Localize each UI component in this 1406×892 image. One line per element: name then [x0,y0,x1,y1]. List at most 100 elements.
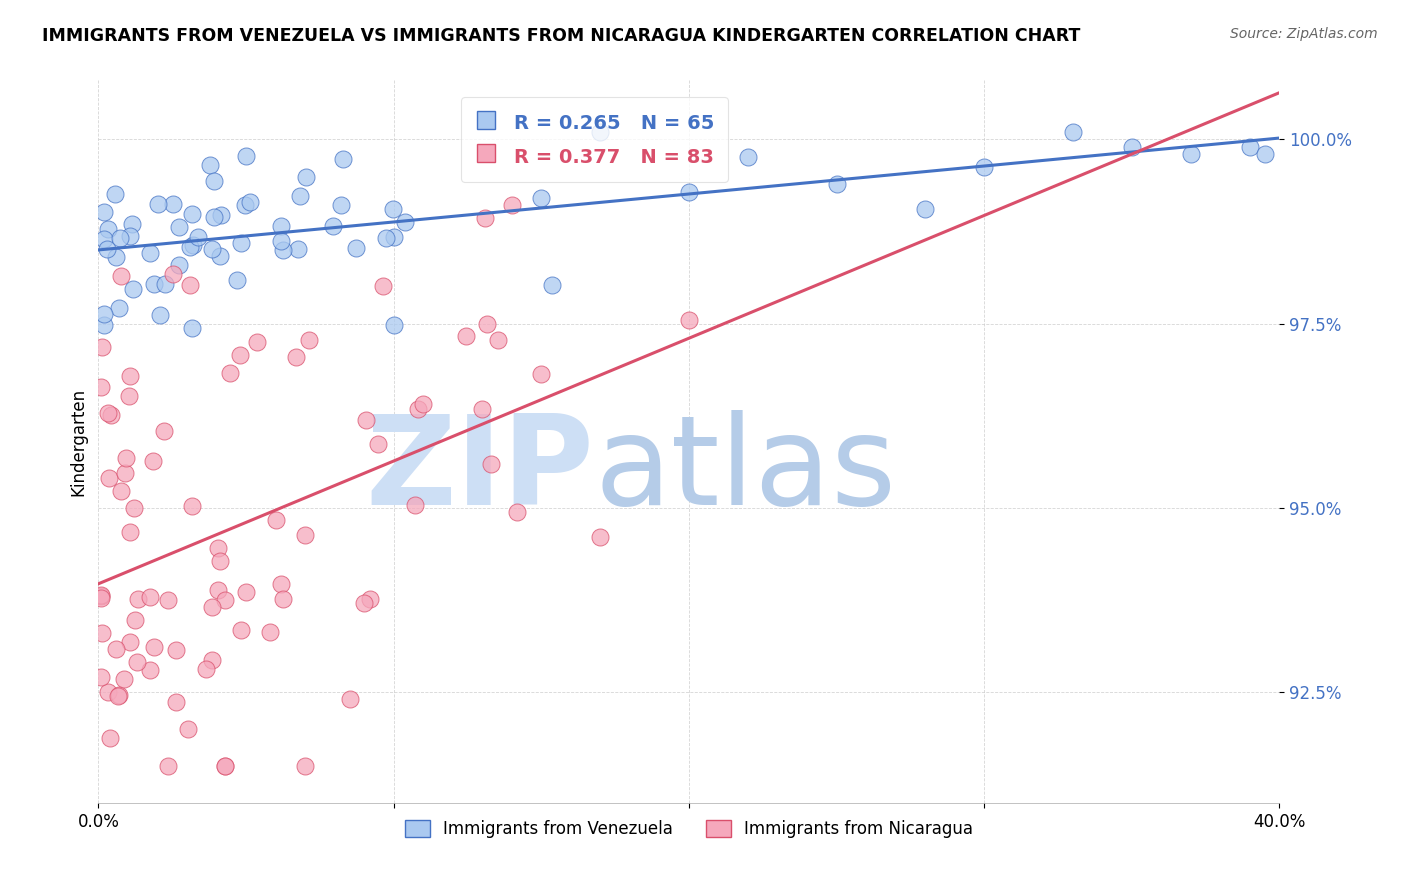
Point [181,238,204,252]
Point [235,198,257,212]
Point [118,229,141,244]
Point [177,722,200,736]
Point [180,499,202,513]
Point [284,350,307,364]
Point [825,178,848,192]
Point [1121,139,1143,153]
Point [382,230,405,244]
Point [97,406,120,420]
Point [209,208,232,222]
Point [114,466,136,480]
Point [271,591,294,606]
Point [201,600,224,615]
Point [162,197,184,211]
Point [107,688,129,702]
Point [179,278,201,293]
Point [271,244,294,258]
Point [238,195,260,210]
Point [412,397,434,411]
Point [332,153,354,167]
Point [165,643,187,657]
Point [214,759,236,773]
Point [167,220,190,235]
Point [97,685,120,699]
Point [1239,139,1261,153]
Point [359,592,381,607]
Point [90,625,112,640]
Point [93,307,115,321]
Point [229,348,252,362]
Point [148,197,170,211]
Point [127,592,149,607]
Text: ZIP: ZIP [366,410,595,531]
Y-axis label: Kindergarten: Kindergarten [69,387,87,496]
Point [214,759,236,773]
Point [179,239,201,253]
Point [90,589,112,603]
Point [1062,125,1084,139]
Point [235,584,257,599]
Point [209,554,232,568]
Point [737,150,759,164]
Point [127,655,149,669]
Point [246,334,269,349]
Point [138,246,160,260]
Text: atlas: atlas [595,410,897,531]
Point [288,188,311,202]
Point [678,313,700,327]
Point [914,202,936,217]
Point [115,450,138,465]
Point [165,695,187,709]
Point [344,241,367,255]
Point [235,149,257,163]
Point [207,583,229,598]
Point [98,731,121,745]
Point [322,219,344,233]
Point [90,670,112,684]
Point [122,500,145,515]
Point [298,333,321,347]
Point [471,401,494,416]
Point [118,524,141,539]
Point [354,413,377,427]
Point [501,198,523,212]
Point [264,513,287,527]
Legend: Immigrants from Venezuela, Immigrants from Nicaragua: Immigrants from Venezuela, Immigrants fr… [398,814,980,845]
Point [162,267,184,281]
Point [118,369,141,384]
Point [91,340,114,354]
Point [107,689,129,703]
Point [112,673,135,687]
Point [157,759,180,773]
Point [187,230,209,244]
Point [294,759,316,773]
Point [294,170,316,185]
Point [474,211,496,225]
Point [270,234,292,248]
Point [93,232,115,246]
Point [143,640,166,654]
Point [98,471,121,485]
Point [207,541,229,556]
Point [214,593,236,607]
Point [259,625,281,640]
Point [330,197,353,211]
Point [201,653,224,667]
Point [121,217,143,231]
Point [270,219,292,234]
Point [100,408,122,422]
Point [479,458,502,472]
Point [181,321,204,335]
Point [505,505,527,519]
Point [678,185,700,199]
Point [157,592,180,607]
Point [200,158,222,172]
Point [118,634,141,648]
Point [93,318,115,333]
Point [110,231,132,245]
Point [149,308,172,322]
Point [231,623,253,637]
Point [195,662,218,676]
Point [138,590,160,604]
Point [202,210,225,224]
